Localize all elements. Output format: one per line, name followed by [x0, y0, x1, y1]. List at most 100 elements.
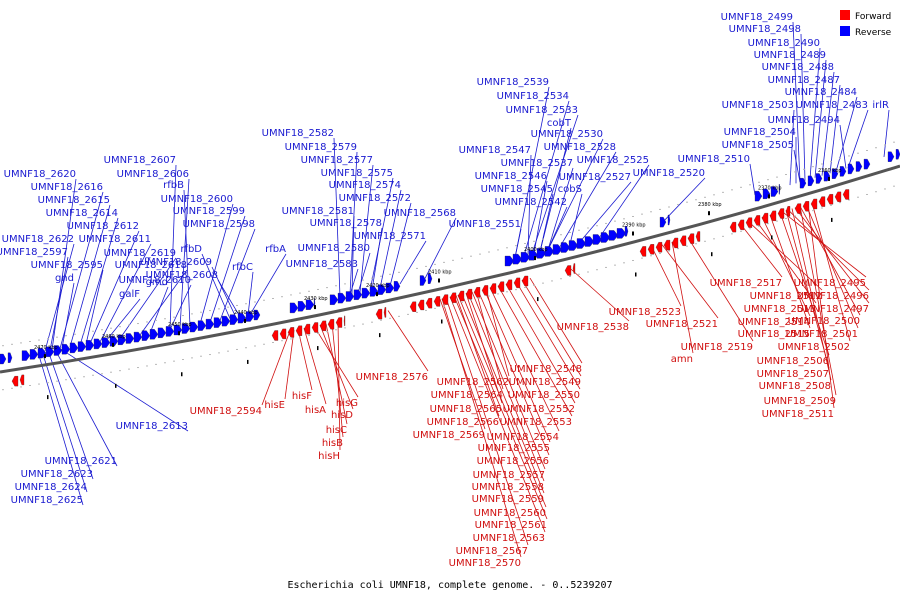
- scale-tick: [828, 176, 830, 181]
- leader-line: [217, 279, 241, 317]
- reverse-gene-arrow: [895, 149, 900, 160]
- leader-line: [761, 216, 811, 317]
- track-dot: [398, 315, 400, 317]
- reverse-gene-arrow: [345, 291, 355, 302]
- legend-reverse-label: Reverse: [855, 28, 892, 38]
- track-dot: [56, 380, 58, 382]
- track-dot: [668, 206, 670, 208]
- reverse-gene-arrow: [85, 340, 95, 351]
- track-dot: [803, 168, 805, 170]
- gene-labels: UMNF18_2499UMNF18_2498UMNF18_2490UMNF18_…: [0, 12, 889, 569]
- track-dot: [65, 379, 67, 381]
- track-dot: [542, 238, 544, 240]
- reverse-gene-arrow: [778, 184, 781, 195]
- forward-gene-label: UMNF18_2556: [477, 456, 549, 467]
- forward-gene-label: UMNF18_2502: [778, 342, 850, 353]
- forward-gene-arrow: [753, 215, 761, 226]
- track-dot: [569, 231, 571, 233]
- scale-tick-label: 2450 kbp: [168, 322, 192, 328]
- track-dot: [659, 208, 661, 210]
- reverse-gene-label: UMNF18_2525: [577, 155, 649, 166]
- forward-gene-label: UMNF18_2506: [757, 356, 829, 367]
- track-dot: [83, 376, 85, 378]
- leader-line: [829, 84, 841, 174]
- track-dot: [164, 362, 166, 364]
- forward-gene-arrow: [505, 279, 513, 290]
- forward-gene-label: UMNF18_2548: [510, 364, 582, 375]
- scale-tick: [244, 318, 246, 323]
- track-dot: [200, 311, 202, 313]
- track-dot: [101, 329, 103, 331]
- forward-gene-label: UMNF18_2549: [509, 377, 581, 388]
- track-dot: [713, 238, 715, 240]
- leader-line: [59, 191, 104, 349]
- reverse-gene-arrow: [754, 190, 763, 202]
- leader-line: [449, 296, 546, 533]
- scale-tick: [376, 292, 378, 297]
- legend: Forward Reverse: [840, 10, 892, 38]
- leader-line: [547, 167, 574, 250]
- track-dot: [344, 327, 346, 329]
- scale-tick: [438, 278, 440, 283]
- track-dot: [749, 184, 751, 186]
- track-dot: [254, 345, 256, 347]
- track-dot: [641, 257, 643, 259]
- reverse-gene-arrow: [608, 230, 619, 241]
- forward-gene-arrow: [279, 328, 287, 340]
- reverse-gene-arrow: [157, 327, 167, 338]
- leader-line: [791, 208, 832, 381]
- track-dot: [677, 204, 679, 206]
- forward-gene-label: UMNF18_2513: [744, 304, 816, 315]
- track-dot: [335, 285, 337, 287]
- forward-gene-arrow: [343, 315, 346, 327]
- leader-line: [821, 71, 835, 176]
- scale-tick: [708, 211, 710, 216]
- reverse-gene-arrow: [584, 236, 595, 247]
- reverse-gene-arrow: [213, 317, 223, 328]
- reverse-gene-label: UMNF18_2581: [282, 206, 354, 217]
- track-dot: [416, 311, 418, 313]
- track-dot: [596, 225, 598, 227]
- leader-line: [754, 218, 817, 304]
- track-dot: [299, 336, 301, 338]
- leader-line: [529, 277, 583, 364]
- reverse-gene-label: UMNF18_2498: [729, 24, 801, 35]
- reverse-gene-arrow: [165, 326, 175, 337]
- track-dot: [695, 199, 697, 201]
- reverse-gene-label: UMNF18_2612: [67, 221, 139, 232]
- track-dot: [695, 243, 697, 245]
- track-dot: [236, 348, 238, 350]
- track-dot: [389, 273, 391, 275]
- leader-line: [211, 266, 237, 318]
- reverse-gene-label: UMNF18_2610: [119, 275, 191, 286]
- track-dot: [623, 262, 625, 264]
- track-dot: [425, 309, 427, 311]
- scale-tick: [379, 333, 381, 338]
- scale-tick: [534, 256, 536, 261]
- track-dot: [848, 155, 850, 157]
- forward-gene-arrow: [497, 281, 505, 292]
- leader-line: [337, 321, 341, 451]
- track-dot: [767, 179, 769, 181]
- track-dot: [119, 370, 121, 372]
- track-dot: [866, 193, 868, 195]
- leader-line: [789, 109, 795, 186]
- track-dot: [155, 319, 157, 321]
- forward-gene-arrow: [639, 246, 647, 257]
- track-dot: [92, 374, 94, 376]
- track-dot: [461, 301, 463, 303]
- forward-gene-label: UMNF18_2555: [478, 443, 550, 454]
- leader-line: [515, 281, 581, 390]
- leader-line: [809, 47, 821, 180]
- legend-reverse-swatch: [840, 26, 850, 36]
- track-dot: [164, 318, 166, 320]
- reverse-gene-arrow: [197, 320, 207, 331]
- reverse-gene-label: UMNF18_2600: [161, 194, 233, 205]
- track-dot: [38, 383, 40, 385]
- forward-gene-label: amn: [671, 354, 693, 365]
- track-dot: [704, 240, 706, 242]
- leader-line: [219, 228, 256, 321]
- track-dot: [740, 230, 742, 232]
- leader-line: [105, 298, 141, 342]
- track-dot: [344, 283, 346, 285]
